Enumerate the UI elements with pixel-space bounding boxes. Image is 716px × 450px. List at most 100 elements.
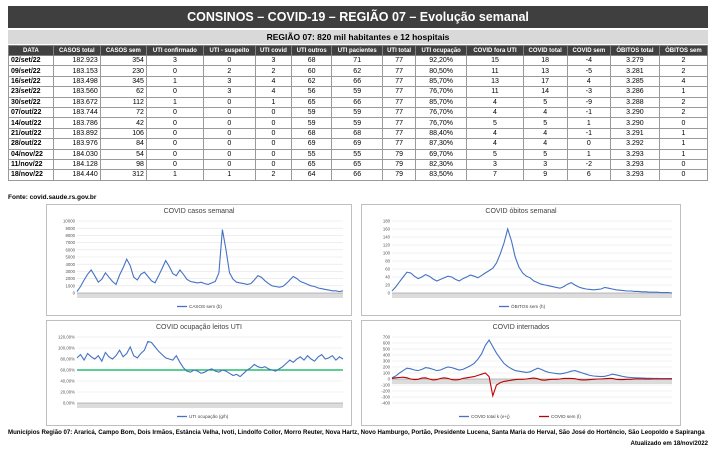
y-tick-label: 300 bbox=[383, 359, 391, 364]
table-cell: 183.153 bbox=[52, 65, 101, 77]
table-cell: 83,50% bbox=[414, 169, 468, 181]
table-cell: 5 bbox=[466, 117, 524, 129]
table-cell: 88,40% bbox=[414, 127, 468, 140]
table-cell: 68 bbox=[291, 54, 333, 67]
table-cell: 18 bbox=[522, 54, 568, 67]
y-tick-label: 400 bbox=[383, 353, 391, 358]
chart-svg: 0 1000 2000 3000 4000 5000 6000 7000 8000 9000 100… bbox=[63, 219, 344, 309]
y-tick-label: 7000 bbox=[65, 240, 75, 245]
table-cell: 1 bbox=[202, 169, 256, 181]
table-cell: 71 bbox=[331, 54, 384, 67]
date-cell: 30/set/22 bbox=[8, 96, 54, 108]
source-text: Fonte: covid.saude.rs.gov.br bbox=[8, 194, 97, 201]
chart-title: COVID casos semanal bbox=[163, 208, 235, 215]
table-cell: 312 bbox=[99, 169, 147, 181]
table-cell: 3.286 bbox=[610, 86, 660, 98]
y-tick-label: 40,00% bbox=[60, 379, 75, 384]
table-cell: 1 bbox=[566, 117, 612, 129]
table-cell: 42 bbox=[99, 117, 147, 129]
table-cell: 0 bbox=[658, 117, 709, 129]
chart-casos-semanal: 0 1000 2000 3000 4000 5000 6000 7000 8000 9000 100… bbox=[46, 204, 352, 316]
table-cell: 4 bbox=[566, 75, 612, 88]
table-cell: 60 bbox=[291, 65, 333, 77]
table-cell: 3.292 bbox=[610, 138, 660, 150]
table-row: 14/out/22 183.786 42 0 0 0 59 59 77 76,70% 5 5 1 3.29… bbox=[8, 117, 709, 129]
table-cell: -9 bbox=[566, 96, 612, 108]
table-cell: 0 bbox=[145, 65, 204, 77]
column-header: UTI pacientes bbox=[331, 45, 384, 56]
table-cell: 183.744 bbox=[52, 106, 101, 119]
y-tick-label: -300 bbox=[381, 395, 390, 400]
table-cell: 3.293 bbox=[610, 169, 660, 181]
column-header: CASOS total bbox=[52, 45, 101, 56]
table-row: 18/nov/22 184.440 312 1 1 2 64 66 79 83,50% 7 9 6 3.2… bbox=[8, 169, 709, 181]
table-cell: 11 bbox=[466, 65, 524, 77]
y-tick-label: 160 bbox=[383, 227, 391, 232]
y-tick-label: 120,00% bbox=[58, 335, 75, 340]
legend-label: UTI ocupação (g/h) bbox=[189, 414, 229, 419]
table-cell: 0 bbox=[145, 148, 204, 160]
y-tick-label: 5000 bbox=[65, 255, 75, 260]
table-cell: 72 bbox=[99, 106, 147, 119]
y-tick-label: -200 bbox=[381, 389, 390, 394]
table-cell: -1 bbox=[566, 106, 612, 119]
table-cell: 1 bbox=[658, 127, 709, 140]
date-cell: 09/set/22 bbox=[8, 65, 54, 77]
column-header: UTI ocupação bbox=[414, 45, 468, 56]
table-cell: 5 bbox=[522, 96, 568, 108]
table-cell: 65 bbox=[291, 158, 333, 171]
table-cell: 54 bbox=[99, 148, 147, 160]
table-cell: 0 bbox=[202, 96, 256, 108]
table-cell: 4 bbox=[522, 106, 568, 119]
table-cell: 3 bbox=[254, 54, 293, 67]
date-cell: 21/out/22 bbox=[8, 127, 54, 140]
table-row: 09/set/22 183.153 230 0 2 2 60 62 77 80,50% 11 13 -5… bbox=[8, 65, 709, 77]
y-tick-label: 20,00% bbox=[60, 390, 75, 395]
region-subtitle: REGIÃO 07: 820 mil habitantes e 12 hospi… bbox=[8, 29, 708, 44]
table-cell: 0 bbox=[145, 138, 204, 150]
table-cell: 1 bbox=[658, 86, 709, 98]
table-cell: -2 bbox=[566, 158, 612, 171]
table-cell: 3 bbox=[522, 158, 568, 171]
table-cell: 79 bbox=[382, 169, 416, 181]
table-cell: 62 bbox=[331, 65, 384, 77]
table-cell: 66 bbox=[331, 96, 384, 108]
date-cell: 07/out/22 bbox=[8, 106, 54, 119]
table-cell: 84 bbox=[99, 138, 147, 150]
table-cell: 77 bbox=[382, 75, 416, 88]
y-tick-label: -400 bbox=[381, 401, 390, 406]
column-header: UTI - suspeito bbox=[202, 45, 256, 56]
table-cell: 184.128 bbox=[52, 158, 101, 171]
y-tick-label: 4000 bbox=[65, 262, 75, 267]
table-cell: 98 bbox=[99, 158, 147, 171]
y-tick-label: 80,00% bbox=[60, 357, 75, 362]
table-cell: 183.672 bbox=[52, 96, 101, 108]
table-cell: 345 bbox=[99, 75, 147, 88]
table-cell: 3.291 bbox=[610, 127, 660, 140]
table-cell: 80,50% bbox=[414, 65, 468, 77]
table-cell: 3 bbox=[202, 75, 256, 88]
chart-svg: 0,00% 20,00% 40,00% 60,00% 80,00% 100,00% 120,… bbox=[58, 335, 344, 419]
table-cell: 0 bbox=[658, 169, 709, 181]
table-cell: 4 bbox=[522, 138, 568, 150]
series-line-0 bbox=[76, 340, 344, 378]
column-header: COVID sem bbox=[566, 45, 612, 56]
table-cell: 77 bbox=[382, 65, 416, 77]
table-cell: 77 bbox=[382, 106, 416, 119]
updated-date: Atualizado em 18/nov/2022 bbox=[630, 440, 708, 447]
table-cell: 3 bbox=[145, 54, 204, 67]
table-row: 21/out/22 183.892 106 0 0 0 68 68 77 88,40% 4 4 -1 3.… bbox=[8, 127, 709, 140]
y-tick-label: 500 bbox=[383, 347, 391, 352]
table-cell: 3.293 bbox=[610, 158, 660, 171]
y-tick-label: 0 bbox=[388, 377, 391, 382]
table-cell: 3 bbox=[202, 86, 256, 98]
table-cell: 65 bbox=[291, 96, 333, 108]
y-tick-label: 0 bbox=[73, 291, 76, 296]
column-header: COVID fora UTI bbox=[466, 45, 524, 56]
chart-covid-internados: -400 -300 -200 -100 0 100 200 300 400 500 600 700 CO… bbox=[361, 320, 681, 426]
table-cell: 77 bbox=[382, 86, 416, 98]
legend-label: COVID sem (l) bbox=[551, 414, 581, 419]
y-tick-label: 140 bbox=[383, 235, 391, 240]
column-header: ÓBITOS sem bbox=[658, 45, 709, 56]
table-cell: 0 bbox=[254, 148, 293, 160]
